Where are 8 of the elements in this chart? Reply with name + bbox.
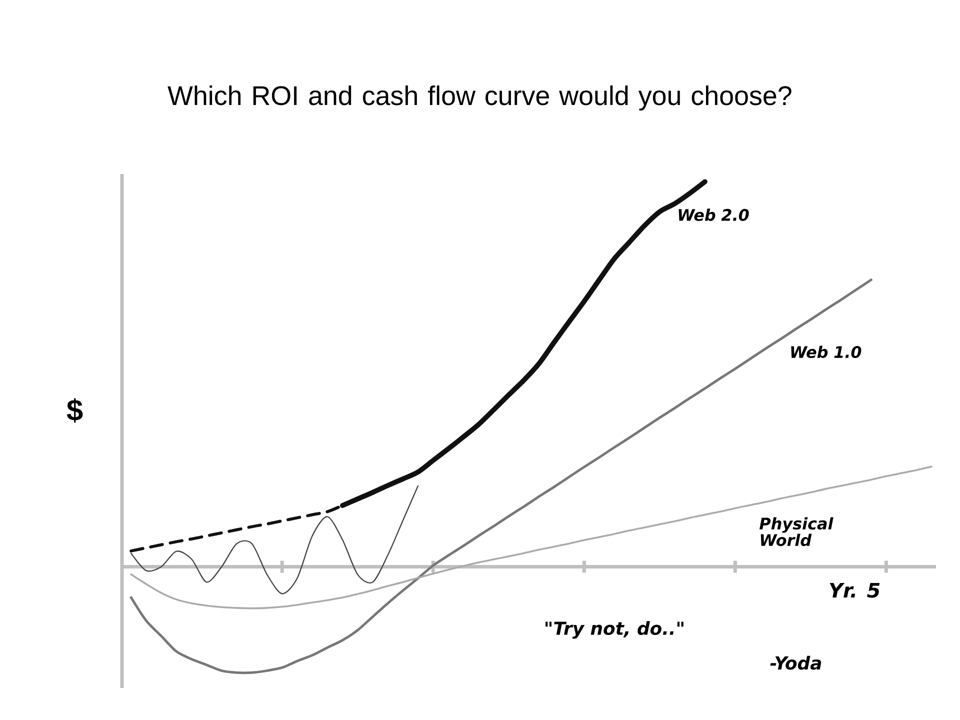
chart-title: Which ROI and cash flow curve would you choose? [168,85,792,111]
series-label: Web 2.0 [678,208,749,221]
x-axis-title: Yr. 5 [830,582,880,598]
annotation: "Try not, do.." [546,621,684,639]
series-label: Web 1.0 [791,346,862,358]
annotation: -Yoda [770,656,822,670]
y-axis-title: $ [66,398,83,423]
series-label: Physical World [759,517,834,546]
